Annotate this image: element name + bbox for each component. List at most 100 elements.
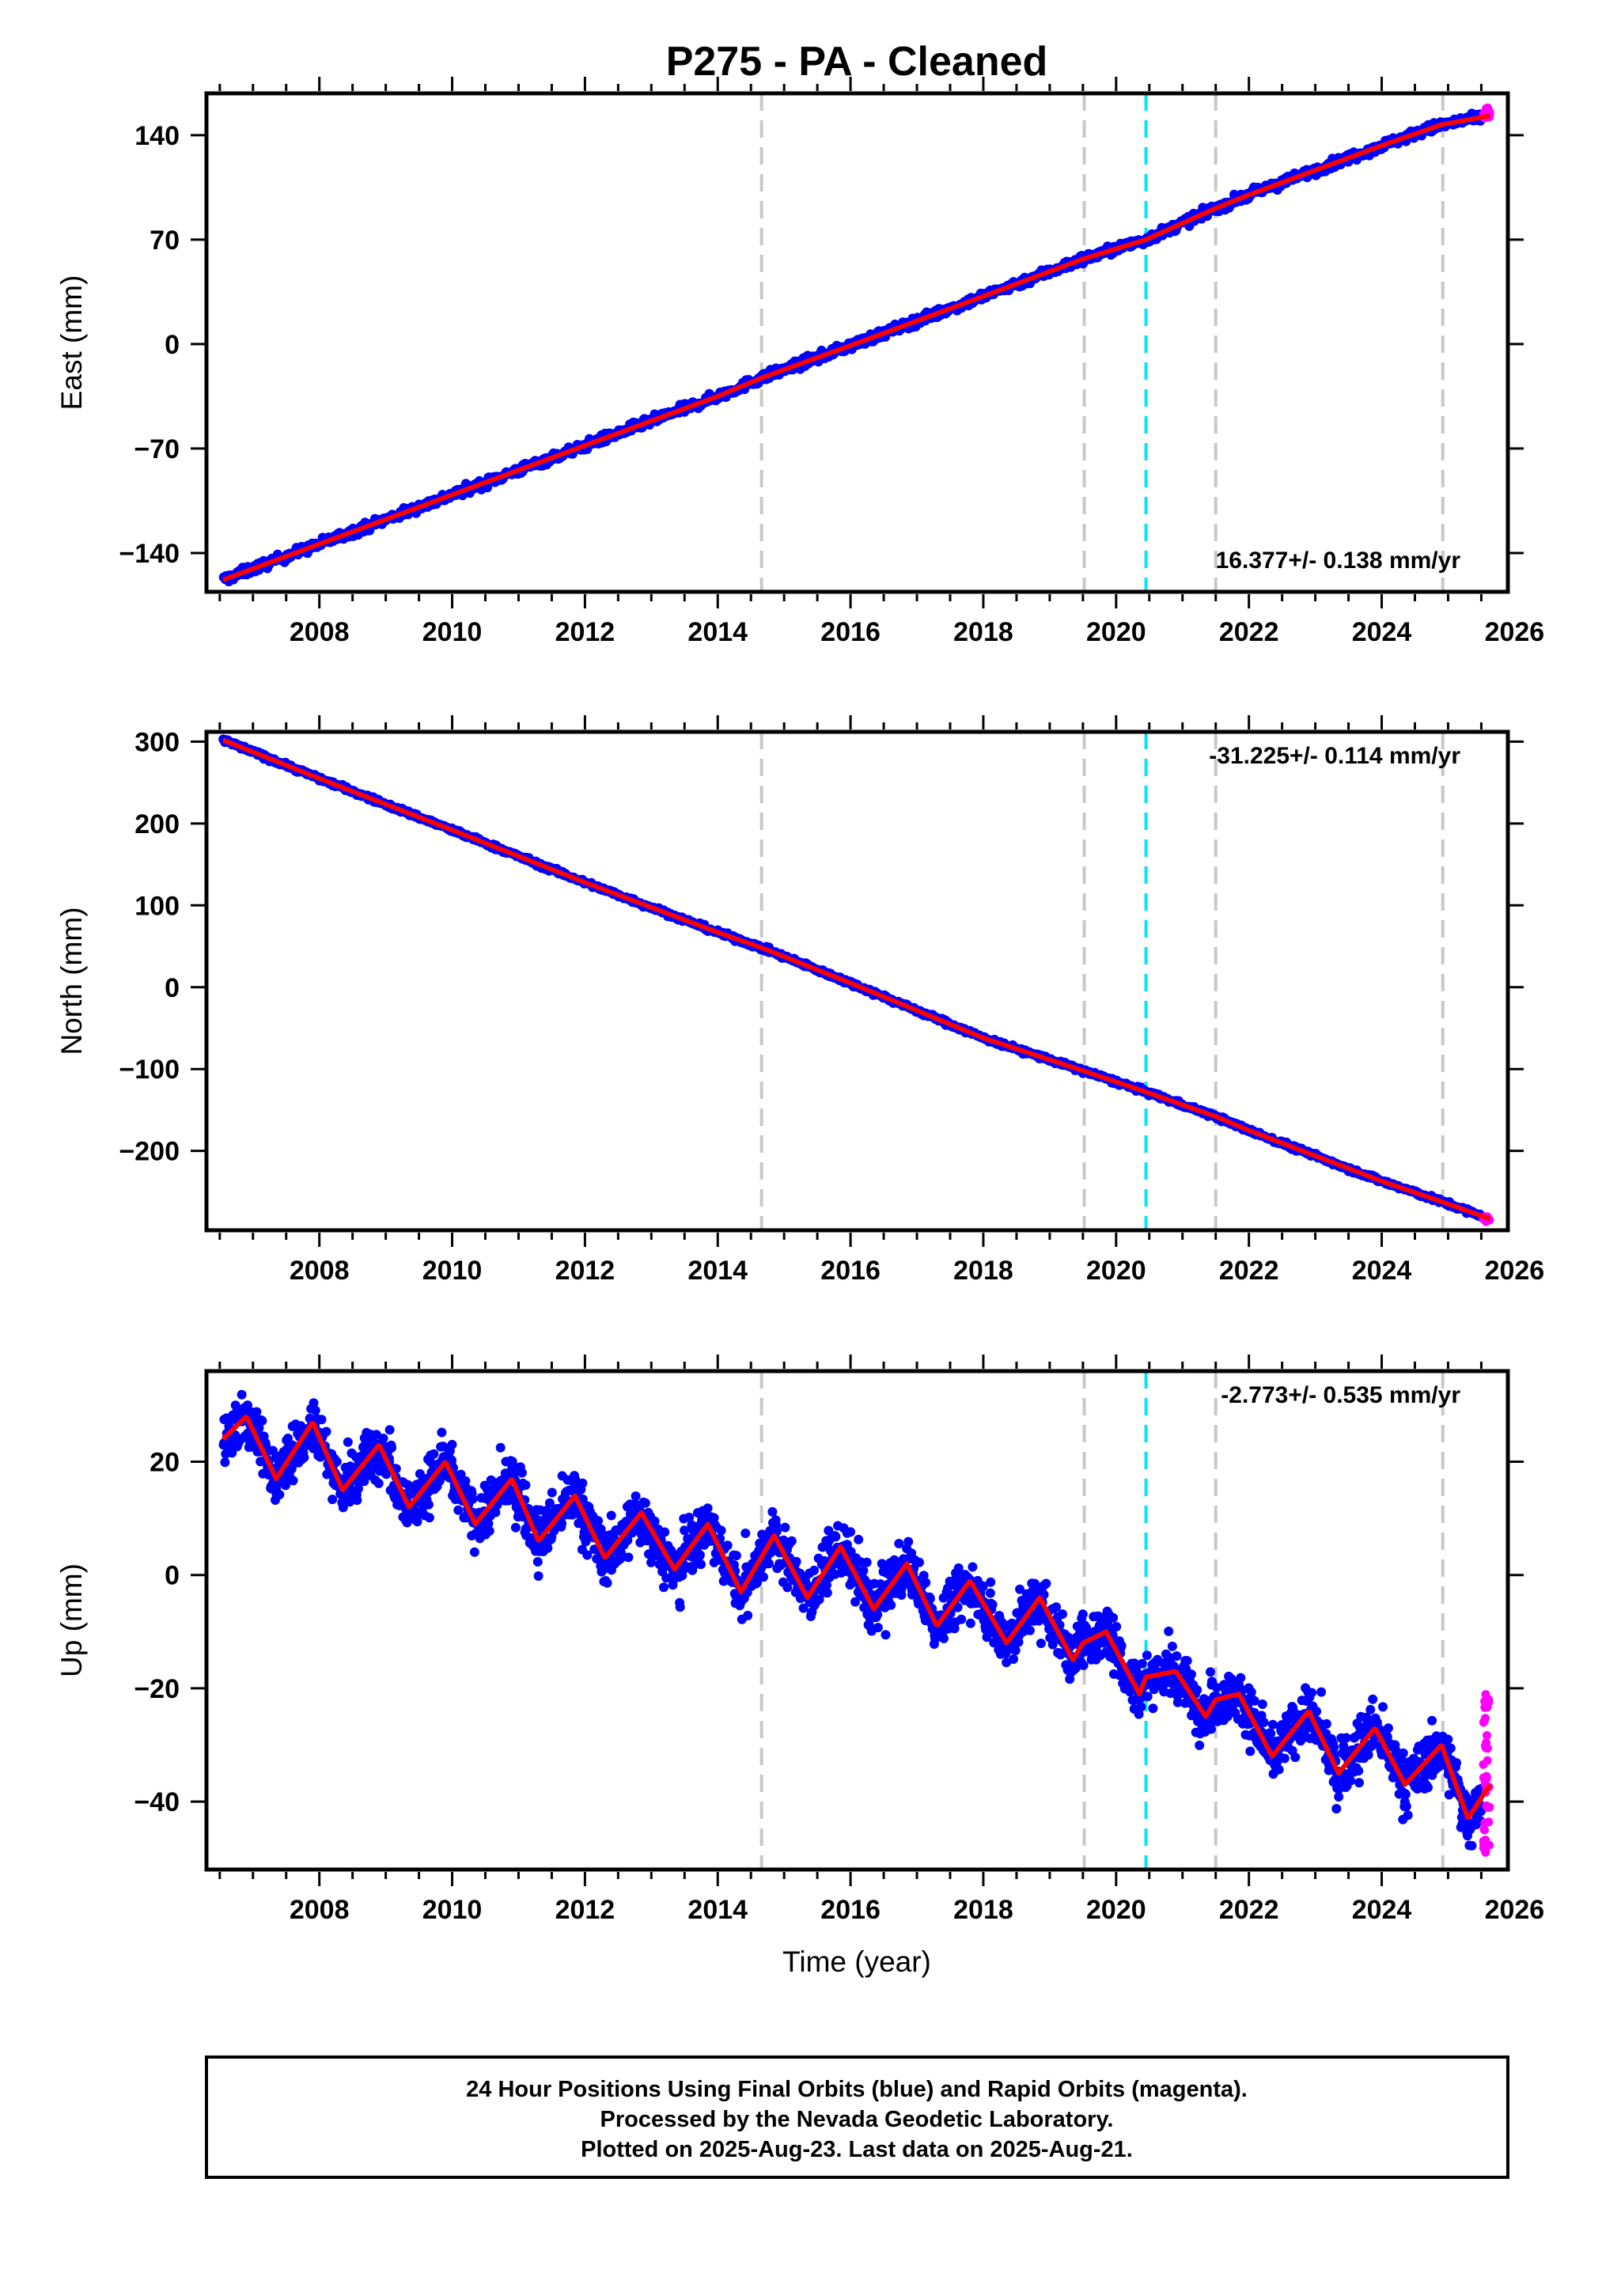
final-orbit-point bbox=[533, 1571, 543, 1581]
final-orbit-point bbox=[767, 1506, 778, 1517]
final-orbit-point bbox=[547, 1487, 557, 1498]
final-orbit-point bbox=[968, 1562, 978, 1572]
up-panel: 2008 2010 2012 2014 2016 2018 2020 2022 2024 2026… bbox=[55, 1354, 1544, 1925]
final-orbit-point bbox=[288, 1476, 298, 1486]
final-orbit-point bbox=[896, 1590, 907, 1600]
final-orbit-point bbox=[881, 1630, 891, 1640]
final-orbit-point bbox=[731, 1551, 741, 1561]
final-orbit-point bbox=[343, 1437, 353, 1447]
final-orbit-point bbox=[1009, 1654, 1018, 1664]
x-tick-label: 2012 bbox=[555, 617, 615, 647]
final-orbit-point bbox=[606, 1510, 616, 1521]
final-orbit-point bbox=[956, 1614, 967, 1624]
final-orbit-point bbox=[373, 1478, 384, 1488]
final-orbit-point bbox=[791, 1556, 801, 1567]
x-tick-label: 2010 bbox=[422, 617, 483, 647]
final-orbit-point bbox=[640, 1498, 650, 1508]
east-panel: 2008 2010 2012 2014 2016 2018 2020 2022 2024 2026… bbox=[55, 77, 1544, 647]
y-tick-label: −100 bbox=[119, 1055, 180, 1085]
final-orbit-point bbox=[695, 1550, 705, 1560]
final-orbit-point bbox=[1036, 1639, 1046, 1649]
final-orbit-point bbox=[299, 1453, 309, 1463]
final-orbit-point bbox=[429, 1449, 439, 1459]
x-tick-label: 2020 bbox=[1086, 617, 1146, 647]
final-orbit-point bbox=[862, 1557, 872, 1567]
final-orbit-point bbox=[763, 1559, 774, 1569]
final-orbit-point bbox=[469, 1547, 479, 1557]
final-orbit-point bbox=[858, 1566, 869, 1576]
final-orbit-point bbox=[412, 1517, 422, 1527]
final-orbit-point bbox=[703, 1503, 713, 1514]
final-orbit-point bbox=[623, 1552, 634, 1563]
final-orbit-point bbox=[722, 1540, 733, 1551]
x-tick-label: 2014 bbox=[687, 617, 748, 647]
final-orbit-point bbox=[447, 1439, 457, 1449]
x-tick-label: 2016 bbox=[820, 1256, 881, 1286]
final-orbit-point bbox=[921, 1578, 931, 1588]
y-tick-label: 70 bbox=[150, 225, 180, 256]
figure-title: P275 - PA - Cleaned bbox=[666, 39, 1048, 85]
x-tick-label: 2010 bbox=[422, 1256, 483, 1286]
x-tick-label: 2018 bbox=[953, 1256, 1013, 1286]
final-orbit-point bbox=[1010, 1646, 1021, 1656]
y-axis-title: East (mm) bbox=[55, 275, 88, 411]
final-orbit-point bbox=[716, 1525, 726, 1536]
final-orbit-point bbox=[850, 1597, 861, 1607]
final-orbit-point bbox=[786, 1536, 797, 1546]
final-orbit-point bbox=[220, 1457, 230, 1468]
final-orbit-point bbox=[384, 1425, 395, 1435]
x-tick-label: 2022 bbox=[1219, 617, 1279, 647]
y-axis-title: North (mm) bbox=[55, 907, 88, 1055]
final-orbit-point bbox=[495, 1442, 506, 1453]
y-tick-label: −140 bbox=[119, 539, 180, 569]
final-orbit-point bbox=[809, 1565, 820, 1575]
final-orbit-point bbox=[831, 1532, 841, 1542]
final-orbit-point bbox=[532, 1557, 543, 1567]
final-orbit-point bbox=[484, 1526, 494, 1536]
final-orbit-point bbox=[985, 1588, 995, 1598]
x-tick-label: 2018 bbox=[953, 617, 1013, 647]
final-orbit-point bbox=[987, 1600, 998, 1609]
velocity-label: -31.225+/- 0.114 mm/yr bbox=[1209, 743, 1460, 769]
final-orbit-point bbox=[986, 1577, 996, 1587]
x-tick-label: 2014 bbox=[687, 1256, 748, 1286]
final-orbit-point bbox=[310, 1405, 320, 1415]
final-orbit-point bbox=[602, 1578, 612, 1588]
final-orbit-point bbox=[257, 1415, 267, 1426]
velocity-label: 16.377+/- 0.138 mm/yr bbox=[1216, 547, 1461, 574]
final-orbit-point bbox=[423, 1499, 434, 1510]
final-orbit-point bbox=[578, 1478, 588, 1488]
y-tick-label: 0 bbox=[165, 330, 180, 360]
final-orbit-point bbox=[846, 1527, 856, 1537]
final-orbit-point bbox=[237, 1389, 247, 1400]
final-orbit-point bbox=[321, 1426, 331, 1437]
final-orbit-point bbox=[696, 1559, 706, 1570]
final-orbit-point bbox=[468, 1494, 478, 1504]
final-orbit-point bbox=[660, 1527, 670, 1537]
x-tick-label: 2024 bbox=[1352, 617, 1412, 647]
final-orbit-point bbox=[822, 1588, 832, 1598]
final-orbit-point bbox=[743, 1610, 753, 1620]
final-orbit-point bbox=[252, 1407, 262, 1417]
final-orbit-point bbox=[873, 1623, 883, 1633]
plot-frame bbox=[204, 91, 1510, 594]
final-orbit-point bbox=[631, 1491, 641, 1501]
final-orbit-point bbox=[740, 1529, 751, 1538]
y-tick-label: 0 bbox=[165, 973, 180, 1003]
final-orbit-point bbox=[424, 1513, 434, 1523]
rapid-orbit-point bbox=[1480, 107, 1490, 116]
y-tick-label: 300 bbox=[134, 727, 180, 757]
final-orbit-point bbox=[453, 1505, 464, 1515]
final-orbit-point bbox=[378, 1434, 388, 1443]
y-tick-label: −200 bbox=[119, 1137, 180, 1167]
final-orbit-point bbox=[593, 1516, 604, 1526]
final-orbit-point bbox=[316, 1415, 327, 1425]
final-orbit-point bbox=[517, 1468, 527, 1478]
final-orbit-point bbox=[557, 1518, 567, 1529]
x-tick-label: 2026 bbox=[1485, 1256, 1545, 1286]
model-fit-line bbox=[222, 113, 1491, 582]
final-orbit-point bbox=[965, 1618, 975, 1628]
final-orbit-point bbox=[903, 1536, 914, 1547]
final-orbit-point bbox=[659, 1582, 668, 1593]
